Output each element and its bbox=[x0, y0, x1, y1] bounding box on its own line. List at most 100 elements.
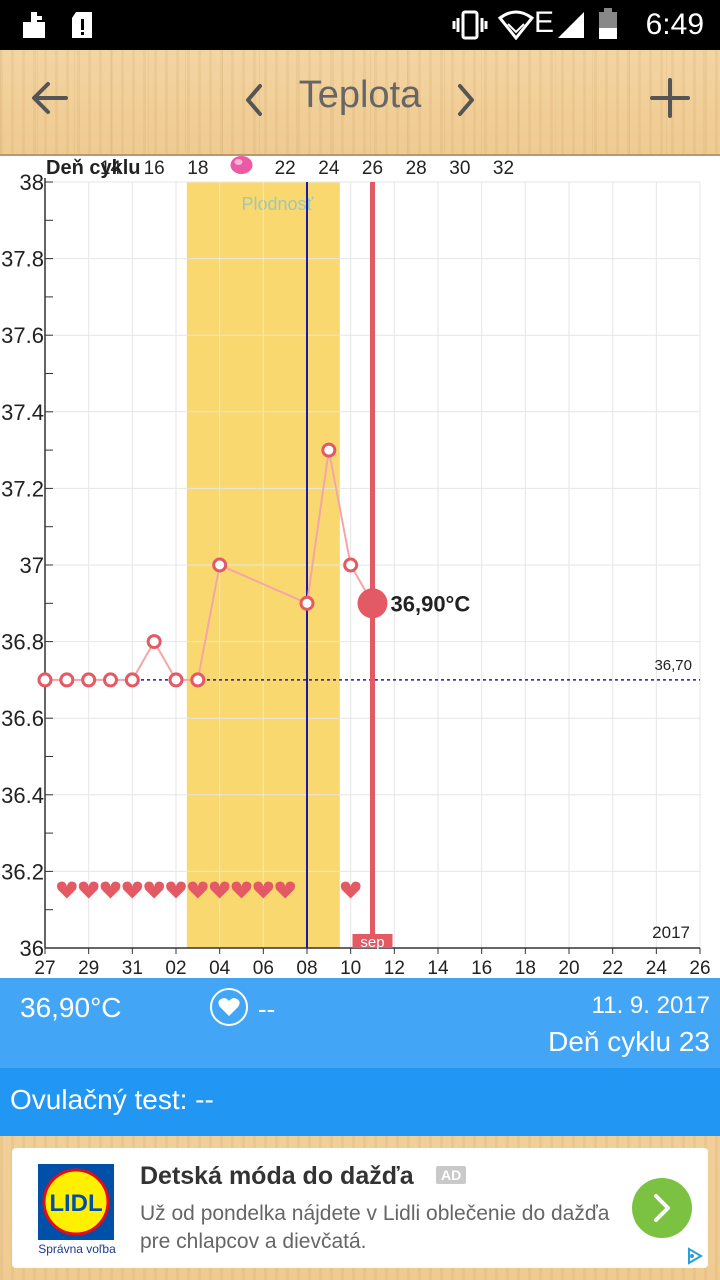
coverline-label: 36,70 bbox=[654, 657, 692, 674]
ad-body: Už od pondelka nájdete v Lidli oblečenie… bbox=[140, 1202, 610, 1253]
x-tick-label: 12 bbox=[384, 958, 405, 978]
y-tick-label: 36 bbox=[20, 936, 44, 961]
previous-chart-chevron-icon[interactable] bbox=[242, 82, 266, 118]
ovulation-test-text: Ovulačný test: -- bbox=[10, 1084, 214, 1115]
cycle-day-label: 16 bbox=[144, 158, 165, 179]
ad-headline[interactable]: Detská móda do dažďa bbox=[140, 1162, 414, 1190]
temperature-chart[interactable]: Plodnosť 38 37.8 37.6 37.4 37.2 37 36.8 36.6 36.… bbox=[0, 156, 720, 978]
cycle-day-label: 18 bbox=[187, 158, 208, 179]
x-tick-label: 04 bbox=[209, 958, 231, 978]
temperature-point bbox=[37, 672, 53, 688]
cycle-day-label: 24 bbox=[318, 158, 340, 179]
adchoices-icon[interactable] bbox=[684, 1246, 704, 1266]
intercourse-heart bbox=[122, 881, 143, 899]
add-plus-icon[interactable] bbox=[650, 76, 690, 120]
temperature-point bbox=[146, 634, 162, 650]
ad-open-button[interactable] bbox=[632, 1178, 692, 1238]
x-tick-label: 18 bbox=[515, 958, 536, 978]
x-tick-label: 20 bbox=[558, 958, 579, 978]
x-tick-label: 26 bbox=[689, 958, 710, 978]
y-tick-label: 36.2 bbox=[1, 859, 44, 884]
intercourse-heart bbox=[340, 881, 361, 899]
intercourse-heart bbox=[78, 881, 99, 899]
network-e-icon: E bbox=[534, 6, 555, 39]
lidl-logo: LIDL bbox=[38, 1164, 114, 1240]
y-tick-label: 37.2 bbox=[1, 476, 44, 501]
cycle-day-label: 14 bbox=[100, 158, 122, 179]
selected-temperature-label: 36,90°C bbox=[391, 591, 471, 616]
toolbar: Teplota bbox=[0, 50, 720, 156]
x-tick-label: 10 bbox=[340, 958, 361, 978]
fertile-label: Plodnosť bbox=[242, 194, 314, 214]
intercourse-heart bbox=[144, 881, 165, 899]
notification-icon bbox=[23, 12, 45, 38]
page-title: Teplota bbox=[298, 74, 422, 116]
selected-temperature: 36,90°C bbox=[20, 992, 122, 1023]
x-tick-label: 27 bbox=[34, 958, 55, 978]
y-tick-label: 37.6 bbox=[1, 323, 44, 348]
ad-banner[interactable]: LIDL Správna voľba Detská móda do dažďa … bbox=[12, 1148, 708, 1268]
temperature-chart-svg[interactable]: Plodnosť 38 37.8 37.6 37.4 37.2 37 36.8 36.6 36.… bbox=[0, 156, 720, 978]
battery-icon bbox=[599, 8, 617, 39]
arrow-right-icon bbox=[654, 1194, 670, 1222]
cycle-day-label: 30 bbox=[449, 158, 470, 179]
cycle-day-label: 22 bbox=[275, 158, 296, 179]
status-bar: E 6:49 bbox=[0, 0, 720, 50]
x-tick-label: 31 bbox=[122, 958, 143, 978]
y-tick-label: 36.8 bbox=[1, 630, 44, 655]
intercourse-heart bbox=[253, 881, 274, 899]
x-tick-label: 16 bbox=[471, 958, 492, 978]
selected-date: 11. 9. 2017 bbox=[591, 992, 710, 1019]
selected-point bbox=[357, 588, 388, 619]
x-tick-label: 02 bbox=[165, 958, 186, 978]
x-tick-label: 24 bbox=[646, 958, 668, 978]
temperature-point bbox=[124, 672, 140, 688]
cycle-day: Deň cyklu 23 bbox=[548, 1026, 710, 1057]
day-info-bar[interactable]: 36,90°C -- 11. 9. 2017 Deň cyklu 23 bbox=[0, 978, 720, 1068]
month-marker-box bbox=[352, 934, 393, 948]
temperature-point bbox=[299, 595, 315, 611]
intercourse-heart bbox=[166, 881, 186, 899]
y-tick-label: 37.8 bbox=[1, 247, 44, 272]
cycle-day-label: 28 bbox=[406, 158, 427, 179]
clock: 6:49 bbox=[645, 8, 704, 41]
temperature-point bbox=[190, 672, 206, 688]
x-tick-label: 08 bbox=[296, 958, 317, 978]
intercourse-heart bbox=[231, 881, 252, 899]
y-tick-label: 37.4 bbox=[1, 400, 44, 425]
lidl-logo-text: LIDL bbox=[49, 1190, 102, 1217]
x-tick-label: 14 bbox=[427, 958, 449, 978]
intercourse-heart bbox=[56, 881, 77, 899]
y-tick-label: 37 bbox=[20, 553, 44, 578]
sd-card-icon bbox=[72, 12, 92, 38]
heart-icon bbox=[210, 988, 248, 1026]
cycle-day-label: 32 bbox=[493, 158, 514, 179]
ovulation-day-marker bbox=[230, 156, 253, 174]
ad-badge: AD bbox=[436, 1166, 467, 1184]
x-tick-label: 22 bbox=[602, 958, 623, 978]
vibrate-icon bbox=[452, 10, 488, 40]
signal-icon bbox=[558, 12, 584, 38]
temperature-point bbox=[103, 672, 118, 688]
cycle-day-label: 26 bbox=[362, 158, 383, 179]
wifi-icon bbox=[498, 10, 534, 40]
ad-area: LIDL Správna voľba Detská móda do dažďa … bbox=[0, 1136, 720, 1280]
y-tick-label: 38 bbox=[20, 170, 44, 195]
temperature-point bbox=[59, 672, 75, 688]
cycle-axis-label: Deň cyklu bbox=[46, 157, 140, 179]
intercourse-heart bbox=[187, 881, 208, 899]
x-tick-label: 29 bbox=[78, 958, 99, 978]
x-tick-label: 06 bbox=[253, 958, 274, 978]
ovulation-day-marker-highlight bbox=[234, 159, 243, 165]
y-tick-label: 36.4 bbox=[1, 783, 44, 808]
temperature-point bbox=[321, 442, 337, 458]
intercourse-heart bbox=[209, 881, 230, 899]
back-arrow-icon[interactable] bbox=[30, 78, 70, 118]
temperature-point bbox=[168, 672, 184, 688]
next-chart-chevron-icon[interactable] bbox=[454, 82, 478, 118]
year-label: 2017 bbox=[652, 923, 690, 942]
month-marker-label: sep bbox=[360, 934, 384, 951]
intercourse-heart bbox=[100, 881, 121, 899]
temperature-point bbox=[81, 672, 97, 688]
ovulation-test-bar[interactable]: Ovulačný test: -- bbox=[0, 1068, 720, 1136]
